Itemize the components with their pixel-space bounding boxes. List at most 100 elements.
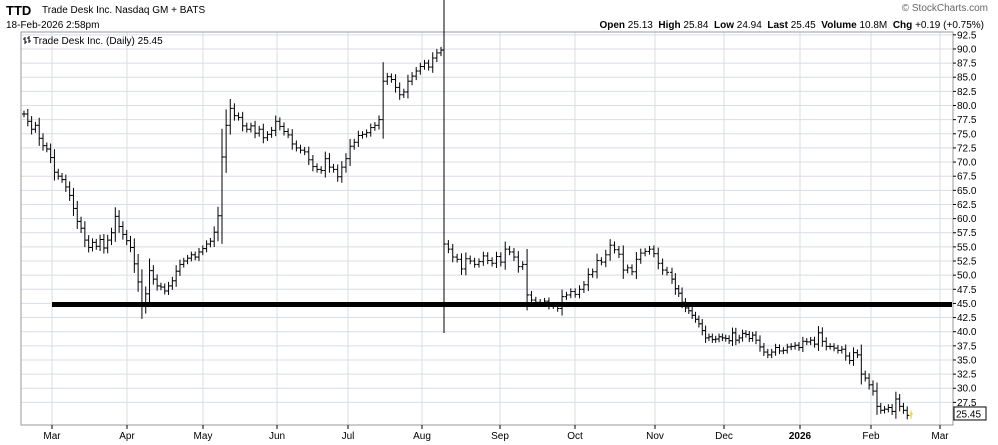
stockcharts-watermark[interactable]: © StockCharts.com [901,3,988,14]
ohlc-bar [612,241,617,254]
ohlc-bar [481,251,486,266]
ohlc-bar [769,348,774,359]
ohlc-bar [882,405,887,414]
y-tick-label: 35.0 [957,355,977,366]
y-tick-label: 37.5 [957,341,977,352]
ohlc-bar [306,146,311,166]
ohlc-bar [360,131,365,139]
y-tick-label: 27.5 [957,398,977,409]
ohlc-bar [573,288,578,298]
ohlc-bar [339,161,344,183]
ohlc-bar [220,128,224,244]
ohlc-bar [878,402,883,414]
ohlc-bar [196,247,201,262]
ohlc-bar [52,149,57,181]
ohlc-bar [286,128,291,139]
ohlc-bar [893,391,898,419]
y-tick-label: 67.5 [957,172,977,183]
ohlc-bar [551,301,556,309]
ohlc-bar [890,403,895,415]
ohlc-bar [525,248,530,311]
ohlc-bar [634,252,639,280]
y-tick-label: 50.0 [957,271,977,282]
ohlc-bar [48,143,53,164]
ohlc-bar [414,67,419,81]
x-tick-label: 2026 [789,431,812,442]
ohlc-bar [673,273,678,295]
ohlc-bar [703,325,708,343]
ohlc-bar [82,221,87,248]
legend-label: Trade Desk Inc. (Daily) 25.45 [33,36,163,47]
ohlc-bar [859,344,864,385]
ohlc-bar [335,164,340,182]
ohlc-bar [781,347,786,355]
x-axis: Mar Apr May Jun Jul Aug Sep Oct Nov Dec 2026 Feb Mar [43,425,949,442]
ohlc-bar [761,342,766,357]
ohlc-bar [253,120,258,139]
ohlc-bar [676,284,681,297]
y-tick-label: 42.5 [957,313,977,324]
ohlc-bar [155,274,160,291]
ohlc-bar [212,226,217,247]
ohlc-bar [90,238,95,252]
x-tick-label: Mar [931,431,949,442]
ohlc-bar [529,290,534,305]
price-tag-text: 25.45 [956,409,981,420]
ohlc-bar [397,82,402,100]
ohlc-bar [485,252,490,265]
price-tag-box [953,406,987,421]
ohlc-bar [128,235,133,253]
ohlc-bar [855,349,860,359]
ohlc-bar [754,331,758,345]
ohlc-bar [389,73,394,83]
ohlc-bar [162,283,167,295]
ohlc-bar [200,245,205,256]
ohlc-bar [439,46,443,57]
ohlc-bar [643,248,648,257]
ohlc-bar [507,245,512,256]
ohlc-bar [651,245,656,258]
ohlc-bar [616,245,621,258]
ohlc-bar [586,268,591,292]
ohlc-bar [459,253,464,275]
ohlc-bar [98,234,103,252]
ohlc-bar [839,346,844,354]
ohlc-bar [851,347,856,366]
last-value: 25.45 [790,20,816,31]
ohlc-bar [216,206,220,242]
high-label: High [658,20,681,31]
ohlc-bar [381,62,386,139]
ohlc-bar [630,264,635,276]
ohlc-bar [177,259,182,276]
ohlc-bar [835,344,840,354]
volume-value: 10.8M [859,20,888,31]
ohlc-bar [555,301,560,312]
ohlc-bar [37,117,42,146]
ohlc-bar [63,174,68,192]
ohlc-bar [147,258,152,306]
ohlc-bar [22,110,26,118]
ohlc-bar [468,255,473,265]
ohlc-bar [476,258,481,268]
ohlc-bar [71,187,76,216]
ohlc-bar [490,257,495,267]
ohlc-bar [710,333,715,343]
y-tick-label: 32.5 [957,370,977,381]
ohlc-bar [520,261,525,270]
ohlc-bar [777,344,782,355]
ohlc-bar [638,248,643,264]
ohlc-bar [302,146,307,156]
ohlc-bar [717,333,722,343]
ohlc-bar [310,155,315,172]
ohlc-bar [139,269,144,319]
y-tick-label: 57.5 [957,228,977,239]
x-tick-label: Dec [715,431,733,442]
x-tick-label: Mar [43,431,61,442]
ohlc-bar [240,111,245,132]
ohlc-bar [812,336,817,348]
ohlc-bar [863,370,868,382]
ohlc-bar [356,130,361,148]
ohlc-bar [174,265,179,287]
chg-label: Chg [892,20,913,31]
